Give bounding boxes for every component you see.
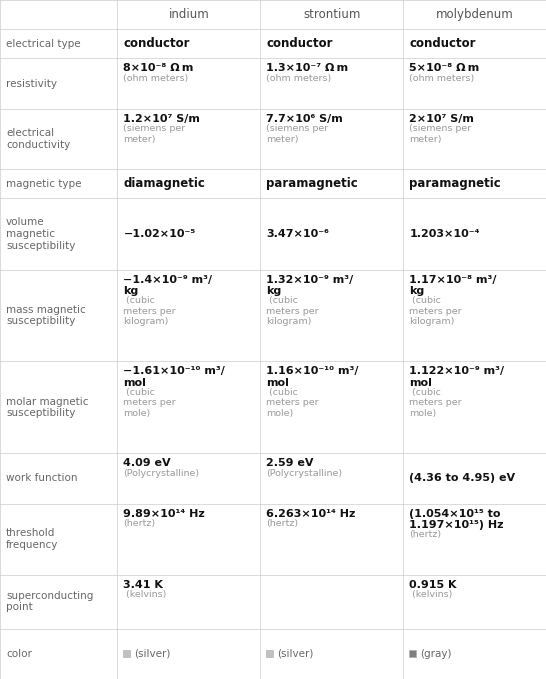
- Text: (cubic
meters per
kilogram): (cubic meters per kilogram): [410, 296, 462, 326]
- Text: (siemens per
meter): (siemens per meter): [410, 124, 472, 144]
- Text: magnetic type: magnetic type: [6, 179, 81, 189]
- Text: molar magnetic
susceptibility: molar magnetic susceptibility: [6, 397, 88, 418]
- Text: (kelvins): (kelvins): [410, 590, 453, 600]
- Text: (cubic
meters per
kilogram): (cubic meters per kilogram): [123, 296, 176, 326]
- Bar: [266, 650, 274, 657]
- Text: paramagnetic: paramagnetic: [266, 177, 358, 190]
- Text: (cubic
meters per
kilogram): (cubic meters per kilogram): [266, 296, 319, 326]
- Text: electrical type: electrical type: [6, 39, 81, 49]
- Text: conductor: conductor: [410, 37, 476, 50]
- Text: 4.09 eV: 4.09 eV: [123, 458, 171, 469]
- Text: (cubic
meters per
mole): (cubic meters per mole): [410, 388, 462, 418]
- Text: 3.41 K: 3.41 K: [123, 580, 163, 589]
- Text: color: color: [6, 649, 32, 659]
- Text: 0.915 K: 0.915 K: [410, 580, 457, 589]
- Text: mass magnetic
susceptibility: mass magnetic susceptibility: [6, 305, 86, 327]
- Text: (cubic
meters per
mole): (cubic meters per mole): [266, 388, 319, 418]
- Text: conductor: conductor: [266, 37, 333, 50]
- Text: diamagnetic: diamagnetic: [123, 177, 205, 190]
- Text: 6.263×10¹⁴ Hz: 6.263×10¹⁴ Hz: [266, 509, 356, 519]
- Text: molybdenum: molybdenum: [436, 8, 514, 21]
- Text: strontium: strontium: [303, 8, 361, 21]
- Text: superconducting
point: superconducting point: [6, 591, 93, 612]
- Text: conductor: conductor: [123, 37, 190, 50]
- Text: indium: indium: [169, 8, 209, 21]
- Text: (kelvins): (kelvins): [123, 590, 167, 600]
- Text: 7.7×10⁶ S/m: 7.7×10⁶ S/m: [266, 113, 343, 124]
- Bar: [410, 650, 417, 657]
- Text: (Polycrystalline): (Polycrystalline): [266, 469, 342, 478]
- Text: threshold
frequency: threshold frequency: [6, 528, 58, 550]
- Text: (ohm meters): (ohm meters): [266, 74, 331, 84]
- Text: (silver): (silver): [277, 649, 314, 659]
- Text: (hertz): (hertz): [123, 519, 156, 528]
- Text: paramagnetic: paramagnetic: [410, 177, 501, 190]
- Text: −1.4×10⁻⁹ m³/
kg: −1.4×10⁻⁹ m³/ kg: [123, 274, 212, 296]
- Text: (siemens per
meter): (siemens per meter): [123, 124, 186, 144]
- Text: (gray): (gray): [420, 649, 452, 659]
- Text: 2×10⁷ S/m: 2×10⁷ S/m: [410, 113, 474, 124]
- Text: 8×10⁻⁸ Ω m: 8×10⁻⁸ Ω m: [123, 64, 194, 73]
- Text: 1.2×10⁷ S/m: 1.2×10⁷ S/m: [123, 113, 200, 124]
- Text: (cubic
meters per
mole): (cubic meters per mole): [123, 388, 176, 418]
- Text: (hertz): (hertz): [410, 530, 442, 539]
- Text: 1.203×10⁻⁴: 1.203×10⁻⁴: [410, 229, 480, 239]
- Text: 1.17×10⁻⁸ m³/
kg: 1.17×10⁻⁸ m³/ kg: [410, 274, 497, 296]
- Text: 2.59 eV: 2.59 eV: [266, 458, 314, 469]
- Text: 1.16×10⁻¹⁰ m³/
mol: 1.16×10⁻¹⁰ m³/ mol: [266, 367, 359, 388]
- Text: 1.122×10⁻⁹ m³/
mol: 1.122×10⁻⁹ m³/ mol: [410, 367, 505, 388]
- Text: (4.36 to 4.95) eV: (4.36 to 4.95) eV: [410, 473, 515, 483]
- Text: −1.02×10⁻⁵: −1.02×10⁻⁵: [123, 229, 195, 239]
- Text: electrical
conductivity: electrical conductivity: [6, 128, 70, 150]
- Text: 9.89×10¹⁴ Hz: 9.89×10¹⁴ Hz: [123, 509, 205, 519]
- Text: resistivity: resistivity: [6, 79, 57, 88]
- Text: 1.3×10⁻⁷ Ω m: 1.3×10⁻⁷ Ω m: [266, 64, 348, 73]
- Bar: [123, 650, 130, 657]
- Text: (1.054×10¹⁵ to
1.197×10¹⁵) Hz: (1.054×10¹⁵ to 1.197×10¹⁵) Hz: [410, 509, 504, 530]
- Text: (ohm meters): (ohm meters): [410, 74, 474, 84]
- Text: −1.61×10⁻¹⁰ m³/
mol: −1.61×10⁻¹⁰ m³/ mol: [123, 367, 225, 388]
- Text: volume
magnetic
susceptibility: volume magnetic susceptibility: [6, 217, 75, 251]
- Text: (hertz): (hertz): [266, 519, 299, 528]
- Text: 5×10⁻⁸ Ω m: 5×10⁻⁸ Ω m: [410, 64, 480, 73]
- Text: (Polycrystalline): (Polycrystalline): [123, 469, 199, 478]
- Text: (silver): (silver): [134, 649, 171, 659]
- Text: (ohm meters): (ohm meters): [123, 74, 188, 84]
- Text: 1.32×10⁻⁹ m³/
kg: 1.32×10⁻⁹ m³/ kg: [266, 274, 354, 296]
- Text: 3.47×10⁻⁶: 3.47×10⁻⁶: [266, 229, 329, 239]
- Text: work function: work function: [6, 473, 78, 483]
- Text: (siemens per
meter): (siemens per meter): [266, 124, 329, 144]
